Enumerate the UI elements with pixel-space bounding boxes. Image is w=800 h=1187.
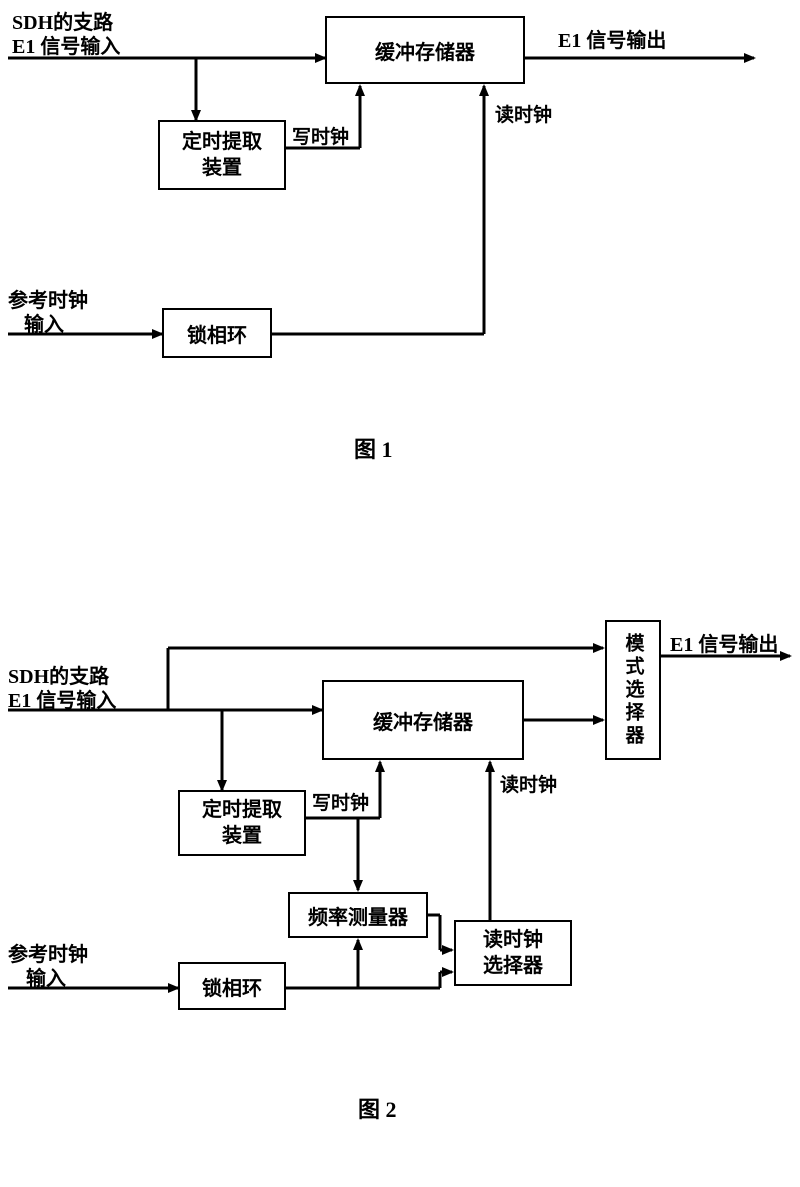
arrows-svg [0,0,800,1187]
fig2-caption: 图 2 [358,1092,397,1124]
fig2-mode-sel-label: 模式选择器 [620,633,647,748]
fig2-timing-box: 定时提取 装置 [178,790,306,856]
page: SDH的支路 E1 信号输入 缓冲存储器 E1 信号输出 定时提取 装置 写时钟… [0,0,800,1187]
fig1-pll-label: 锁相环 [187,319,247,348]
fig2-input-label-line2: E1 信号输入 [8,684,116,713]
fig1-read-clock-label: 读时钟 [495,100,552,127]
fig2-buffer-label: 缓冲存储器 [373,706,473,735]
fig2-output-label: E1 信号输出 [670,628,778,657]
fig2-buffer-box: 缓冲存储器 [322,680,524,760]
fig2-pll-label: 锁相环 [202,972,262,1001]
fig1-caption: 图 1 [354,432,393,464]
fig1-write-clock-label: 写时钟 [292,122,349,149]
fig2-freq-box: 频率测量器 [288,892,428,938]
fig2-read-clock-label: 读时钟 [500,770,557,797]
fig2-write-clock-label: 写时钟 [312,788,369,815]
fig2-readclk-sel-label: 读时钟 选择器 [483,927,543,979]
fig1-input-label-line2: E1 信号输入 [12,30,120,59]
fig1-timing-box: 定时提取 装置 [158,120,286,190]
fig1-buffer-label: 缓冲存储器 [375,36,475,65]
fig2-readclk-sel-box: 读时钟 选择器 [454,920,572,986]
fig2-freq-label: 频率测量器 [308,901,408,930]
fig2-pll-box: 锁相环 [178,962,286,1010]
fig1-buffer-box: 缓冲存储器 [325,16,525,84]
fig2-ref-label-line2: 输入 [26,962,66,991]
fig1-output-label: E1 信号输出 [558,24,666,53]
fig1-ref-label-line2: 输入 [24,308,64,337]
fig2-mode-sel-box: 模式选择器 [605,620,661,760]
fig1-timing-label: 定时提取 装置 [182,129,262,181]
fig2-timing-label: 定时提取 装置 [202,797,282,849]
fig1-pll-box: 锁相环 [162,308,272,358]
